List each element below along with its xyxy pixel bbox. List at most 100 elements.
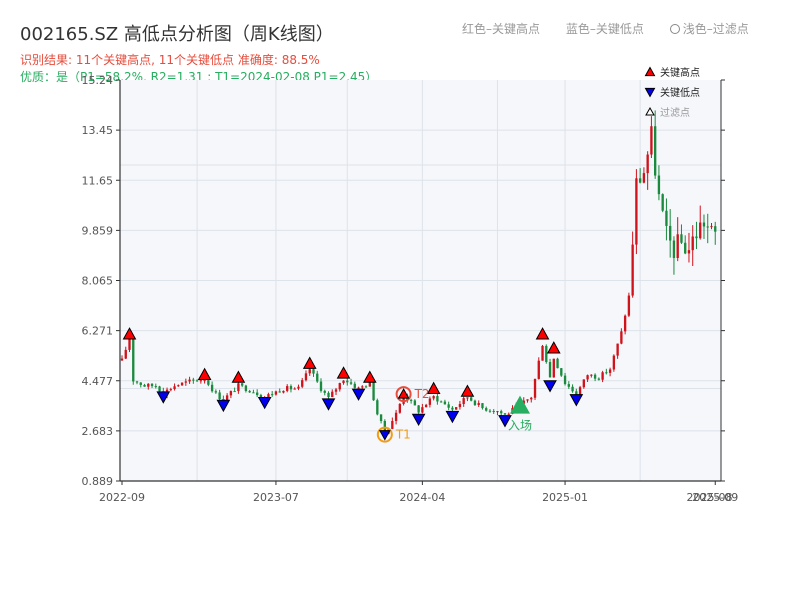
candle-body xyxy=(500,411,503,414)
high-marker xyxy=(336,366,351,379)
candle-body xyxy=(180,382,184,386)
candle-body xyxy=(530,397,533,400)
candle-body xyxy=(650,126,653,155)
candle-body xyxy=(376,400,379,415)
candle-body xyxy=(184,381,188,383)
candle-body xyxy=(687,250,691,254)
candle-body xyxy=(372,381,375,401)
low-marker xyxy=(445,410,460,424)
candle-body xyxy=(210,384,214,392)
candle-body xyxy=(470,397,473,401)
candle-body xyxy=(357,387,360,389)
x-tick-label: 2025-01 xyxy=(542,491,588,504)
low-marker xyxy=(321,398,336,411)
candle-body xyxy=(646,154,649,174)
candle-body xyxy=(417,405,420,413)
legend-high-icon xyxy=(644,66,656,77)
t2-label: T2 xyxy=(414,387,430,401)
high-marker xyxy=(122,327,137,340)
high-marker xyxy=(231,370,246,383)
chart-title: 002165.SZ 高低点分析图（周K线图） xyxy=(20,24,334,45)
low-marker xyxy=(543,380,557,393)
candle-body xyxy=(271,394,274,396)
candle-body xyxy=(286,386,289,391)
markers xyxy=(122,327,584,428)
candle-body xyxy=(252,392,255,394)
candle-body xyxy=(620,331,623,344)
legend-filtered-icon xyxy=(645,106,655,116)
t1-label: T1 xyxy=(395,428,411,442)
hollow-circle-icon xyxy=(669,24,680,34)
candle-body xyxy=(432,396,435,399)
candle-body xyxy=(379,414,383,422)
candle-body xyxy=(548,362,552,378)
candle-body xyxy=(458,404,462,408)
legend-label: 关键低点 xyxy=(660,86,700,99)
x-tick-label: 2023-07 xyxy=(253,491,299,504)
candle-body xyxy=(680,234,683,243)
candle-body xyxy=(638,178,642,183)
candle-body xyxy=(207,380,210,385)
candle-body xyxy=(586,375,589,380)
candle-body xyxy=(233,391,236,393)
candle-body xyxy=(349,382,353,384)
candle-body xyxy=(710,226,713,228)
candle-body xyxy=(608,369,612,373)
grid-lines xyxy=(120,80,721,481)
candle-body xyxy=(684,242,687,254)
high-marker xyxy=(426,381,441,394)
candle-body xyxy=(173,386,176,390)
candle-body xyxy=(661,194,664,211)
candle-body xyxy=(158,386,161,392)
low-marker xyxy=(411,413,426,427)
candle-body xyxy=(443,401,447,405)
annotations: T1 T2 入场 xyxy=(376,386,532,443)
x-tick-label: 2024-04 xyxy=(399,491,445,504)
candle-body xyxy=(533,378,537,398)
candle-body xyxy=(669,225,672,241)
candle-body xyxy=(312,369,315,374)
candle-body xyxy=(177,385,180,387)
candle-body xyxy=(428,398,432,405)
candle-body xyxy=(706,226,709,228)
candle-body xyxy=(255,392,259,396)
candle-body xyxy=(672,240,676,259)
candle-body xyxy=(560,368,563,376)
y-tick-label: 0.889 xyxy=(82,475,114,488)
candle-body xyxy=(477,403,480,405)
candle-body xyxy=(338,383,341,390)
high-marker xyxy=(460,384,475,397)
candle-body xyxy=(244,385,248,391)
candle-body xyxy=(147,383,150,387)
candle-body xyxy=(394,412,398,421)
high-marker xyxy=(546,341,561,354)
candle-body xyxy=(218,392,221,400)
low-marker xyxy=(156,391,171,404)
candle-body xyxy=(214,391,218,393)
candle-body xyxy=(132,338,135,382)
t1-circle xyxy=(376,426,393,443)
candle-body xyxy=(274,391,278,395)
candle-body xyxy=(642,173,646,183)
candle-body xyxy=(327,392,330,398)
high-marker xyxy=(362,370,377,383)
entry-marker xyxy=(510,395,530,414)
candle-body xyxy=(702,222,706,227)
candle-body xyxy=(240,383,244,386)
candle-body xyxy=(623,315,627,332)
result-summary: 识别结果: 11个关键高点, 11个关键低点 准确度: 88.5% xyxy=(20,53,320,67)
candle-body xyxy=(139,382,142,385)
legend-red-label: 红色–关键高点 xyxy=(462,22,541,36)
y-tick-label: 9.859 xyxy=(82,224,114,237)
candle-body xyxy=(364,386,368,388)
x-tick-label-overlap: 2025-08 xyxy=(687,491,733,504)
high-marker xyxy=(302,356,317,369)
candle-body xyxy=(323,390,326,393)
candle-body xyxy=(169,389,172,391)
candle-body xyxy=(353,383,356,388)
legend-label: 关键高点 xyxy=(660,66,700,79)
x-tick-label: 2022-09 xyxy=(99,491,145,504)
legend-low-icon xyxy=(644,87,656,98)
candle-body xyxy=(612,355,616,370)
